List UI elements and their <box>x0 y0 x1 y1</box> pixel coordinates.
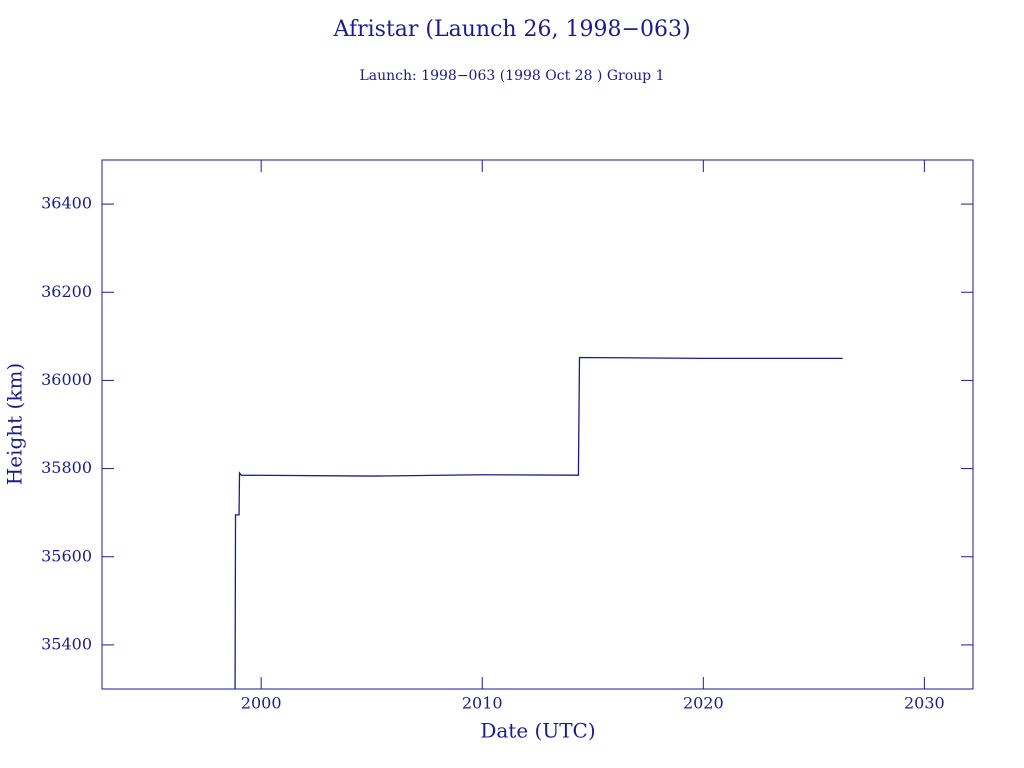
y-axis-label: Height (km) <box>3 363 27 485</box>
x-tick-label: 2010 <box>462 694 503 713</box>
y-tick-label: 35400 <box>41 634 92 653</box>
x-tick-label: 2030 <box>904 694 945 713</box>
x-tick-label: 2020 <box>683 694 724 713</box>
x-axis-label: Date (UTC) <box>480 719 595 743</box>
y-tick-label: 36000 <box>41 370 92 389</box>
height-line <box>234 356 843 690</box>
y-tick-label: 36200 <box>41 282 92 301</box>
y-tick-label: 35600 <box>41 546 92 565</box>
plot-frame <box>101 159 974 690</box>
y-tick-label: 35800 <box>41 458 92 477</box>
x-tick-label: 2000 <box>241 694 282 713</box>
chart-subtitle: Launch: 1998−063 (1998 Oct 28 ) Group 1 <box>360 68 665 84</box>
chart-title: Afristar (Launch 26, 1998−063) <box>332 17 690 42</box>
y-tick-label: 36400 <box>41 194 92 213</box>
